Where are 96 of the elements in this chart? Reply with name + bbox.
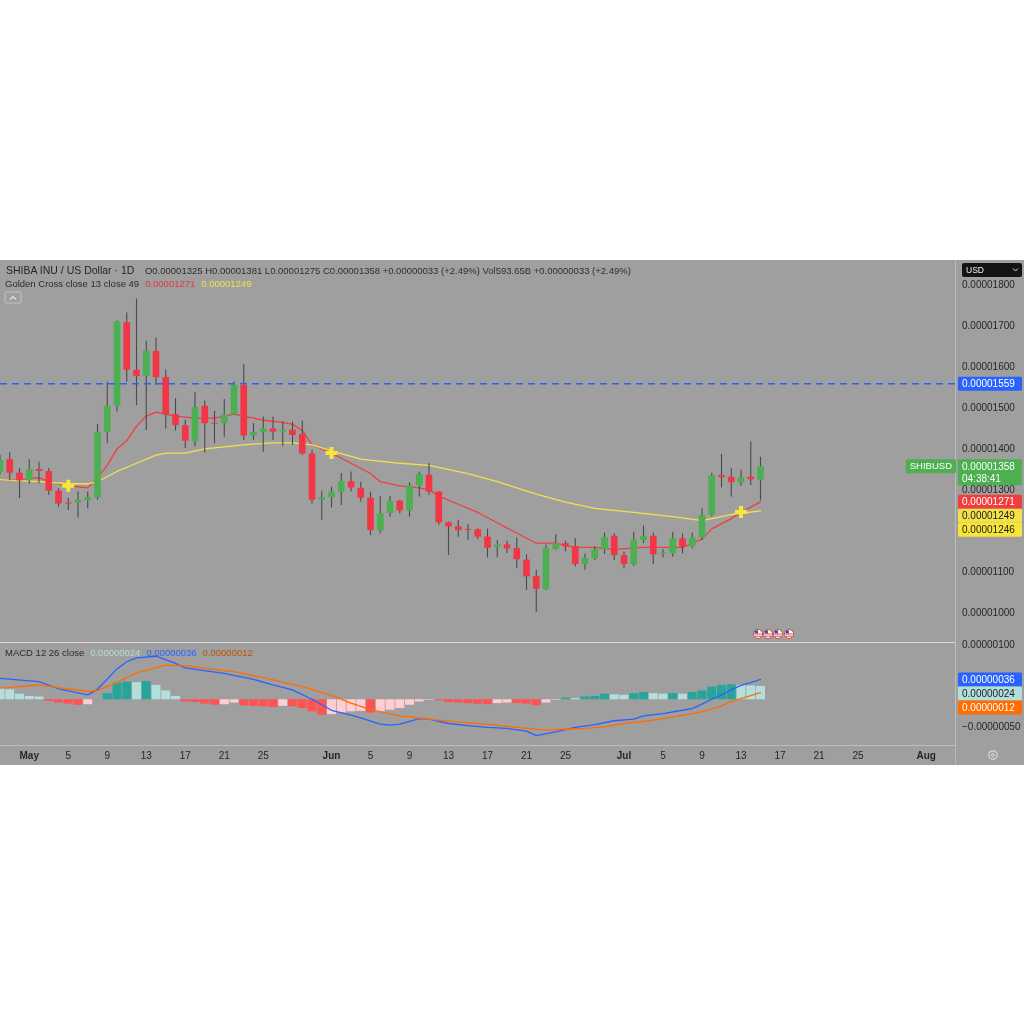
candlestick [513, 536, 521, 569]
candlestick [6, 451, 14, 481]
x-tick-label: 21 [218, 750, 231, 761]
candlestick [386, 495, 394, 518]
x-tick-label: 13 [140, 750, 153, 761]
x-tick-label: 25 [257, 750, 270, 761]
x-tick-label: 25 [559, 750, 572, 761]
annotation: SHIBUSD [909, 460, 953, 472]
bar [141, 681, 151, 700]
y-tick-label: 0.00001000 [962, 607, 1016, 619]
legend-title: Golden Cross close 13 close 49 [5, 278, 140, 289]
text: 0.00001249 [201, 278, 252, 289]
chart-subtitle: O0.00001325 H0.00001381 L0.00001275 C0.00001358 +0.00000033 (+2.49%) Vol593.65B +0.00000033 (+2.49%) [144, 265, 631, 276]
x-tick-label: May [19, 750, 40, 761]
series-label: 0.00000012 [202, 647, 253, 658]
point [735, 506, 747, 519]
bar [83, 699, 93, 705]
text: 0.00001271 [145, 278, 196, 289]
bar [132, 682, 141, 700]
y-tick-label: 0.00001700 [962, 320, 1016, 332]
candlestick [133, 297, 140, 406]
y-axis-title: USD [966, 264, 984, 275]
x-tick-label: 17 [774, 750, 786, 761]
x-tick-label: 5 [660, 750, 667, 761]
legend-title: MACD 12 26 close [5, 647, 85, 658]
candlestick [727, 467, 735, 498]
candlestick [532, 569, 540, 613]
candlestick [415, 470, 423, 498]
candlestick [45, 467, 53, 496]
y-tick-label: 0.00001600 [962, 361, 1016, 373]
candlestick [425, 462, 433, 496]
candlestick [318, 490, 326, 521]
y-tick-label: −0.00000050 [962, 721, 1022, 733]
text: 0.00001249 [962, 510, 1016, 522]
x-tick-label: 21 [813, 750, 825, 761]
candlestick [503, 540, 511, 554]
candlestick [25, 458, 33, 485]
text: 0.00000024 [962, 687, 1016, 699]
candlestick [445, 520, 452, 556]
candlestick [484, 527, 491, 559]
text: 0.00001358 [962, 460, 1016, 472]
line-series [0, 664, 762, 731]
x-tick-label: 25 [852, 750, 864, 761]
candlestick [737, 469, 745, 487]
candlestick [357, 481, 365, 502]
y-tick-label: 0.00001500 [962, 402, 1016, 414]
line-series [0, 655, 762, 737]
x-tick-label: Aug [916, 750, 936, 761]
x-tick-label: 9 [104, 750, 111, 761]
x-tick-label: 9 [406, 750, 413, 761]
y-tick-label: 0.00001800 [962, 279, 1016, 291]
text: 0.00001271 [962, 496, 1016, 508]
y-tick-label: 0.00001300 [962, 484, 1016, 496]
candlestick [523, 553, 530, 591]
x-tick-label: Jun [322, 750, 341, 761]
x-tick-label: 17 [179, 750, 192, 761]
candlestick [269, 415, 277, 441]
x-tick-label: 17 [481, 750, 494, 761]
candlestick [328, 486, 335, 509]
candlestick [601, 532, 608, 555]
x-tick-label: 13 [442, 750, 455, 761]
point [62, 479, 75, 492]
y-tick-label: 0.00000100 [962, 638, 1016, 650]
text: 0.00000012 [962, 701, 1016, 713]
x-tick-label: 5 [65, 750, 72, 761]
candlestick [220, 398, 228, 438]
x-tick-label: 21 [520, 750, 533, 761]
bar [678, 693, 687, 700]
chart-title: SHIBA INU / US Dollar · 1D [6, 264, 135, 276]
candlestick [16, 467, 23, 499]
y-tick-label: 0.00001100 [962, 566, 1015, 578]
candlestick [337, 472, 345, 506]
text: 0.00000024 [90, 647, 141, 658]
candlestick [669, 531, 677, 558]
x-tick-label: Jul [616, 750, 632, 761]
candlestick [181, 419, 189, 449]
candlestick [55, 487, 62, 508]
candlestick [289, 420, 296, 446]
bar [278, 699, 288, 706]
text: 04:38:41 [962, 472, 1002, 484]
text: 0.00001559 [962, 378, 1016, 390]
candlestick [376, 495, 384, 534]
x-tick-label: 9 [699, 750, 706, 761]
candlestick [718, 453, 725, 489]
point [325, 447, 338, 460]
text: 0.00001246 [962, 524, 1016, 536]
x-tick-label: 13 [735, 750, 747, 761]
bar [668, 693, 678, 700]
y-tick-label: 0.00001400 [962, 443, 1016, 455]
series-label: 0.00000036 [146, 647, 197, 658]
candlestick [74, 491, 82, 518]
x-tick-label: 5 [367, 750, 374, 761]
text: 0.00000036 [962, 673, 1016, 685]
candlestick [259, 415, 267, 453]
candlestick [298, 420, 306, 456]
candlestick [757, 456, 764, 501]
